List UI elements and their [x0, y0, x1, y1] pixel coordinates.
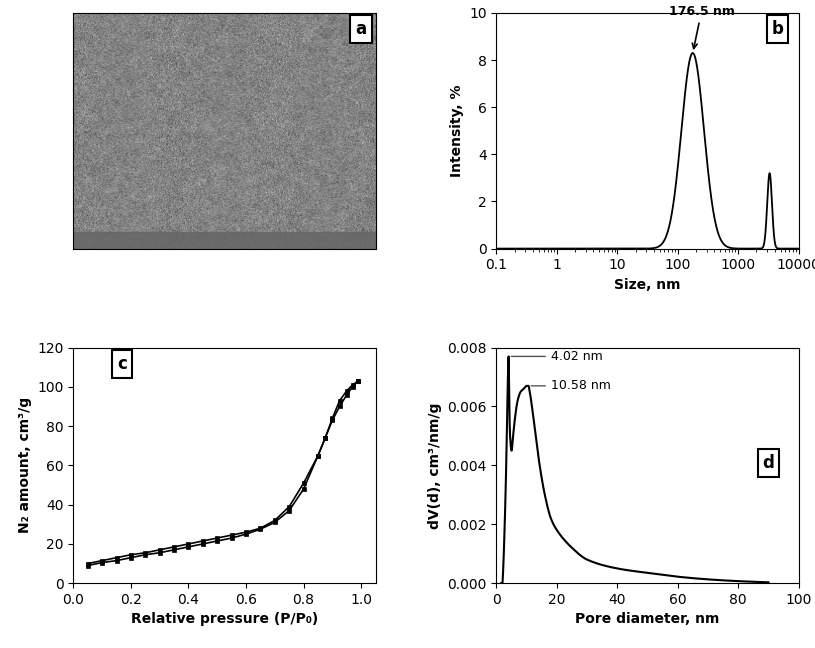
Text: a: a: [355, 20, 367, 38]
Bar: [73, 232, 376, 249]
Text: b: b: [772, 20, 783, 38]
X-axis label: Relative pressure (P/P₀): Relative pressure (P/P₀): [131, 612, 318, 627]
Y-axis label: Intensity, %: Intensity, %: [450, 84, 464, 177]
Text: 10.58 nm: 10.58 nm: [531, 379, 610, 392]
Text: 4.02 nm: 4.02 nm: [511, 350, 602, 363]
Y-axis label: N₂ amount, cm³/g: N₂ amount, cm³/g: [18, 397, 32, 533]
Y-axis label: dV(d), cm³/nm/g: dV(d), cm³/nm/g: [428, 402, 442, 529]
Text: d: d: [763, 454, 774, 472]
Text: c: c: [117, 354, 126, 373]
Text: 176.5 nm: 176.5 nm: [668, 5, 734, 49]
X-axis label: Size, nm: Size, nm: [615, 278, 681, 292]
X-axis label: Pore diameter, nm: Pore diameter, nm: [575, 612, 720, 627]
